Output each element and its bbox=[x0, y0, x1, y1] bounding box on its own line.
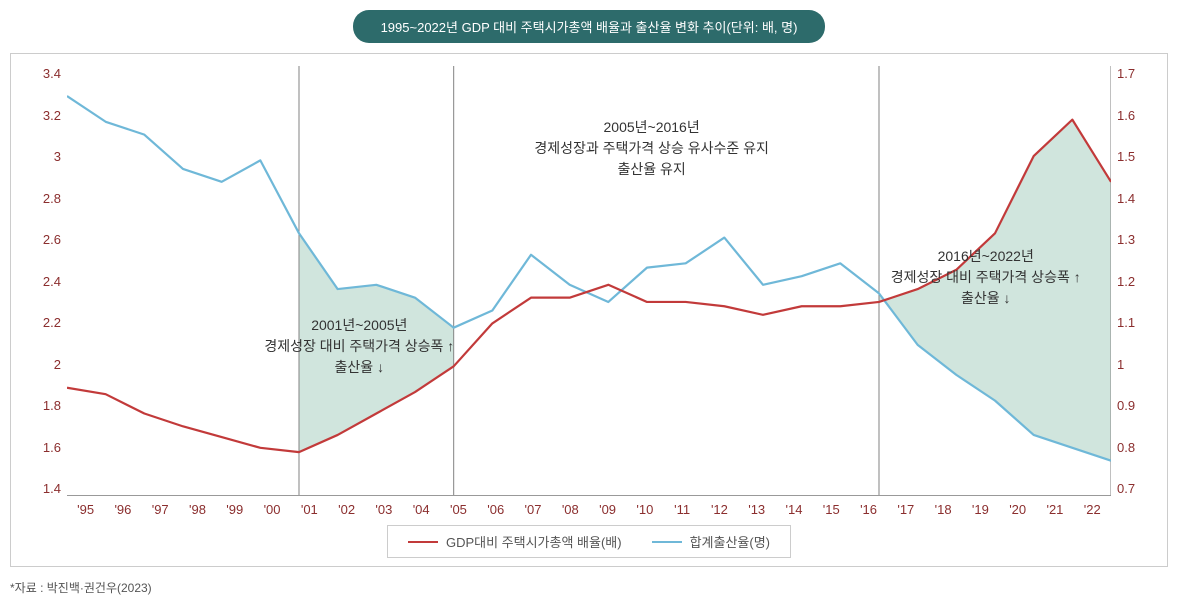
x-tick: '12 bbox=[701, 502, 738, 517]
x-tick: '08 bbox=[552, 502, 589, 517]
x-tick: '09 bbox=[589, 502, 626, 517]
axis-tick: 3.4 bbox=[31, 66, 61, 81]
x-tick: '95 bbox=[67, 502, 104, 517]
axis-tick: 3 bbox=[31, 149, 61, 164]
plot-svg bbox=[67, 66, 1111, 495]
axis-tick: 1.2 bbox=[1117, 274, 1147, 289]
x-axis: '95'96'97'98'99'00'01'02'03'04'05'06'07'… bbox=[31, 496, 1147, 517]
chart-container: 3.4 3.2 3 2.8 2.6 2.4 2.2 2 1.8 1.6 1.4 2001년~2005… bbox=[10, 53, 1168, 567]
axis-tick: 0.7 bbox=[1117, 481, 1147, 496]
axis-tick: 1 bbox=[1117, 357, 1147, 372]
axis-tick: 1.4 bbox=[1117, 191, 1147, 206]
x-tick: '99 bbox=[216, 502, 253, 517]
axis-tick: 1.8 bbox=[31, 398, 61, 413]
x-tick: '03 bbox=[365, 502, 402, 517]
plot-area: 2001년~2005년경제성장 대비 주택가격 상승폭 ↑출산율 ↓2005년~… bbox=[67, 66, 1111, 496]
x-tick: '02 bbox=[328, 502, 365, 517]
plot-wrap: 3.4 3.2 3 2.8 2.6 2.4 2.2 2 1.8 1.6 1.4 2001년~2005… bbox=[31, 66, 1147, 496]
legend: GDP대비 주택시가총액 배율(배) 합계출산율(명) bbox=[387, 525, 791, 558]
axis-tick: 1.6 bbox=[1117, 108, 1147, 123]
axis-tick: 2.4 bbox=[31, 274, 61, 289]
x-tick: '18 bbox=[924, 502, 961, 517]
axis-tick: 1.6 bbox=[31, 440, 61, 455]
axis-tick: 0.8 bbox=[1117, 440, 1147, 455]
axis-tick: 2 bbox=[31, 357, 61, 372]
x-tick: '21 bbox=[1036, 502, 1073, 517]
x-tick: '98 bbox=[179, 502, 216, 517]
axis-tick: 2.2 bbox=[31, 315, 61, 330]
y-axis-right: 1.7 1.6 1.5 1.4 1.3 1.2 1.1 1 0.9 0.8 0.7 bbox=[1111, 66, 1147, 496]
x-tick: '22 bbox=[1074, 502, 1111, 517]
x-tick: '06 bbox=[477, 502, 514, 517]
source-note: *자료 : 박진백·권건우(2023) bbox=[10, 579, 1168, 596]
x-tick: '19 bbox=[962, 502, 999, 517]
y-axis-left: 3.4 3.2 3 2.8 2.6 2.4 2.2 2 1.8 1.6 1.4 bbox=[31, 66, 67, 496]
x-tick: '97 bbox=[142, 502, 179, 517]
x-tick: '15 bbox=[813, 502, 850, 517]
x-tick: '07 bbox=[514, 502, 551, 517]
legend-swatch-housing bbox=[408, 541, 438, 543]
legend-swatch-birthrate bbox=[652, 541, 682, 543]
x-tick: '17 bbox=[887, 502, 924, 517]
chart-title-badge: 1995~2022년 GDP 대비 주택시가총액 배율과 출산율 변화 추이(단… bbox=[353, 10, 826, 43]
legend-item-birthrate: 합계출산율(명) bbox=[652, 532, 770, 551]
axis-tick: 3.2 bbox=[31, 108, 61, 123]
axis-tick: 1.3 bbox=[1117, 232, 1147, 247]
x-tick: '14 bbox=[775, 502, 812, 517]
x-tick: '96 bbox=[104, 502, 141, 517]
axis-tick: 1.1 bbox=[1117, 315, 1147, 330]
x-tick: '04 bbox=[403, 502, 440, 517]
x-tick: '05 bbox=[440, 502, 477, 517]
x-tick: '00 bbox=[253, 502, 290, 517]
x-tick: '11 bbox=[664, 502, 701, 517]
axis-tick: 1.4 bbox=[31, 481, 61, 496]
axis-tick: 1.7 bbox=[1117, 66, 1147, 81]
x-tick: '13 bbox=[738, 502, 775, 517]
x-tick: '16 bbox=[850, 502, 887, 517]
legend-label-housing: GDP대비 주택시가총액 배율(배) bbox=[446, 532, 622, 551]
axis-tick: 2.8 bbox=[31, 191, 61, 206]
legend-item-housing: GDP대비 주택시가총액 배율(배) bbox=[408, 532, 622, 551]
axis-tick: 1.5 bbox=[1117, 149, 1147, 164]
x-tick: '10 bbox=[626, 502, 663, 517]
legend-label-birthrate: 합계출산율(명) bbox=[690, 532, 770, 551]
x-tick: '01 bbox=[291, 502, 328, 517]
axis-tick: 0.9 bbox=[1117, 398, 1147, 413]
x-tick: '20 bbox=[999, 502, 1036, 517]
axis-tick: 2.6 bbox=[31, 232, 61, 247]
